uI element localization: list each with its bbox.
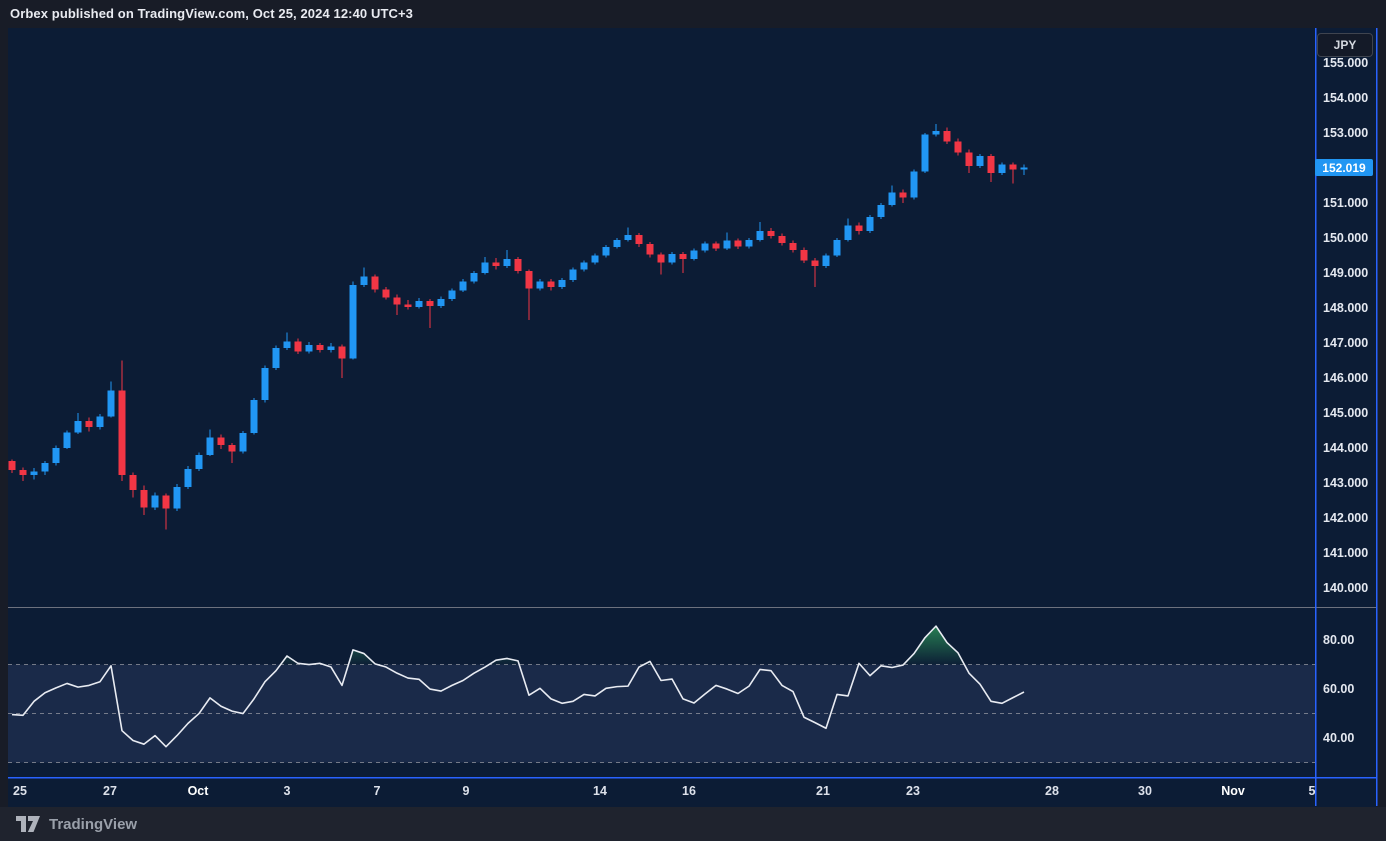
time-tick-label: 23 [906,784,920,798]
time-tick-label: 28 [1045,784,1059,798]
price-tick-label: 141.000 [1323,545,1369,560]
attribution-bar: TradingView [0,807,1386,841]
rsi-tick-label: 80.00 [1323,633,1355,648]
price-tick-label: 147.000 [1323,335,1369,350]
price-tick-label: 149.000 [1323,265,1369,280]
time-tick-label: 16 [682,784,696,798]
time-tick-label: 30 [1138,784,1152,798]
price-tick-label: 140.000 [1323,580,1369,595]
price-tick-label: 153.000 [1323,125,1369,140]
chart-canvas[interactable] [8,28,1377,807]
last-price-badge: 152.019 [1315,159,1373,176]
tradingview-watermark-link[interactable]: TradingView [16,815,138,833]
rsi-line [11,625,1025,748]
rsi-band-fill [8,664,1316,763]
time-tick-label: 7 [373,784,381,798]
time-tick-label: Oct [187,784,209,798]
publish-header: Orbex published on TradingView.com, Oct … [10,6,413,21]
time-tick-label: 27 [103,784,117,798]
time-tick-label: 5 [1308,784,1316,798]
rsi-tick-label: 40.00 [1323,731,1355,746]
price-tick-label: 150.000 [1323,230,1369,245]
price-tick-label: 155.000 [1323,55,1369,70]
price-tick-label: 144.000 [1323,440,1369,455]
price-tick-label: 146.000 [1323,370,1369,385]
price-tick-label: 151.000 [1323,195,1369,210]
candles[interactable] [8,124,1028,530]
price-tick-label: 148.000 [1323,300,1369,315]
time-tick-label: 25 [13,784,27,798]
price-tick-label: 143.000 [1323,475,1369,490]
rsi-level-lines [8,664,1316,764]
time-tick-label: 3 [283,784,291,798]
time-tick-label: 9 [462,784,470,798]
pane-frame-lines [8,28,1378,806]
price-tick-label: 154.000 [1323,90,1369,105]
tradingview-logo-icon [16,815,40,832]
rsi-tick-label: 60.00 [1323,682,1355,697]
symbol-badge[interactable]: JPY [1317,33,1373,57]
tradingview-watermark-text: TradingView [49,815,138,833]
time-tick-label: 14 [593,784,607,798]
time-tick-label: Nov [1221,784,1245,798]
time-tick-label: 21 [816,784,830,798]
price-tick-label: 142.000 [1323,510,1369,525]
rsi-overbought-fill [280,626,965,665]
price-tick-label: 145.000 [1323,405,1369,420]
